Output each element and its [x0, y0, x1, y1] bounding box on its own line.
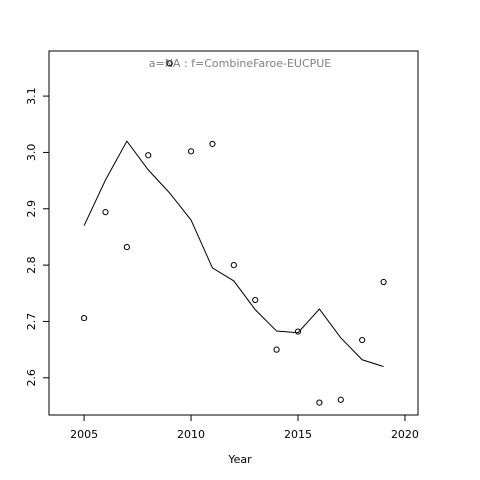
x-tick-label: 2010 [177, 428, 205, 441]
y-tick-label: 2.9 [25, 200, 38, 218]
y-tick-label: 3.1 [25, 87, 38, 105]
data-point [316, 399, 323, 406]
y-tick-label: 2.6 [25, 369, 38, 387]
data-point [230, 262, 237, 269]
y-tick-label: 3.0 [25, 144, 38, 162]
x-axis-label: Year [227, 453, 252, 466]
data-point [337, 396, 344, 403]
data-point [359, 336, 366, 344]
chart-title: a=NA : f=CombineFaroe-EUCPUE [149, 57, 332, 70]
data-point [80, 314, 88, 322]
data-point [294, 328, 302, 335]
data-point [102, 209, 109, 216]
data-point [123, 243, 130, 251]
data-point [166, 60, 173, 67]
x-tick-label: 2020 [391, 428, 419, 441]
y-tick-label: 2.7 [25, 313, 38, 331]
y-tick-label: 2.8 [25, 256, 38, 274]
data-point [252, 296, 259, 304]
data-point [145, 152, 152, 159]
data-point [273, 346, 280, 353]
data-point [209, 140, 216, 148]
data-point [187, 148, 195, 155]
x-tick-label: 2015 [284, 428, 312, 441]
data-point [380, 278, 387, 286]
x-tick-label: 2005 [70, 428, 98, 441]
data-line [83, 140, 384, 368]
